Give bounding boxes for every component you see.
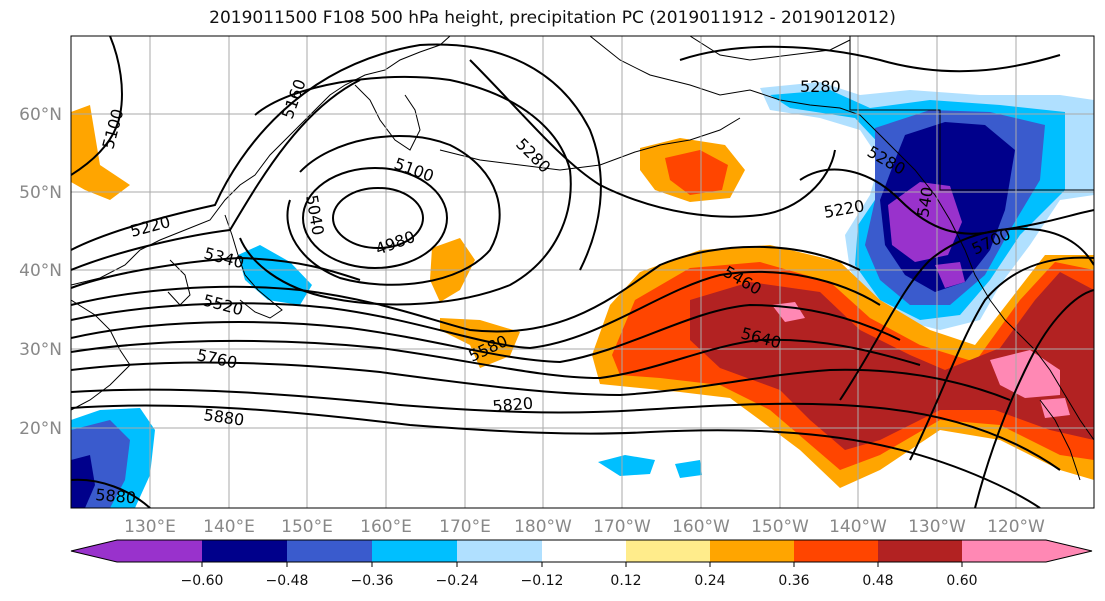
lon-label: 170°W — [593, 517, 651, 537]
lon-labels: 130°E 140°E 150°E 160°E 170°E 180°W 170°… — [124, 517, 1045, 537]
map-frame — [70, 35, 1095, 509]
shading-north-america-blue — [760, 82, 1094, 330]
contour-label: 5280 — [800, 77, 841, 96]
colorbar-swatch — [372, 540, 457, 562]
contour-5340 — [71, 256, 361, 289]
shading-band — [598, 455, 655, 476]
lon-label: 140°E — [203, 517, 255, 537]
contour-5460 — [71, 245, 861, 333]
contour-5880-south — [71, 478, 151, 508]
colorbar-tick-label: 0.48 — [862, 573, 893, 589]
contour-5100 — [286, 135, 501, 286]
colorbar-swatch — [287, 540, 372, 562]
contour-north-5280 — [679, 45, 1061, 73]
shading-hawaii-blue — [598, 455, 702, 478]
colorbar-tick-label: 0.36 — [778, 573, 809, 589]
contour-5220 — [71, 43, 602, 271]
colorbar-tick-label: −0.60 — [181, 573, 224, 589]
contour-label: 5880 — [95, 485, 137, 507]
lon-label: 120°W — [987, 517, 1045, 537]
contour-ridge-2 — [839, 227, 1094, 401]
lon-label: 170°E — [439, 517, 491, 537]
lon-label: 140°W — [829, 517, 887, 537]
lon-label: 160°W — [672, 517, 730, 537]
contour-5820 — [71, 388, 1061, 471]
shading-band — [675, 460, 702, 478]
coastline-kamchatka — [354, 84, 421, 151]
coastline-aleutians — [439, 117, 741, 171]
shading-band — [665, 150, 728, 195]
contour-5520 — [71, 270, 881, 350]
shading-subtropical-plume — [592, 245, 1094, 488]
colorbar-tick-label: 0.24 — [694, 573, 725, 589]
colorbar: −0.60 −0.48 −0.36 −0.24 −0.12 0.12 0.24 … — [70, 539, 1093, 589]
lon-label: 130°W — [908, 517, 966, 537]
shading-band — [935, 262, 965, 288]
coastline-japan — [224, 214, 283, 319]
contour-ridge-5700 — [799, 168, 1094, 235]
colorbar-swatch — [202, 540, 287, 562]
lat-labels: 60°N 50°N 40°N 30°N 20°N — [19, 105, 62, 439]
shading-band — [888, 182, 962, 262]
map-plot-area: 5100 5160 5100 5040 4980 5220 5340 5280 … — [71, 36, 1094, 508]
lon-label: 130°E — [124, 517, 176, 537]
lat-label: 60°N — [19, 105, 62, 125]
colorbar-tick-label: −0.48 — [266, 573, 309, 589]
colorbar-left-arrow — [71, 540, 117, 562]
contour-4980 — [332, 187, 424, 249]
shading-band — [71, 105, 130, 200]
shading-band — [71, 455, 95, 508]
colorbar-swatch — [542, 540, 626, 562]
lon-label: 160°E — [360, 517, 412, 537]
colorbar-swatch — [710, 540, 794, 562]
contour-5640 — [71, 338, 921, 380]
colorbar-outline — [70, 539, 1093, 563]
colorbar-swatch — [878, 540, 962, 562]
colorbar-tick-label: 0.60 — [946, 573, 977, 589]
coastline-baja — [1039, 399, 1081, 481]
colorbar-ticks — [201, 562, 963, 567]
lon-label: 180°W — [514, 517, 572, 537]
colorbar-right-arrow — [962, 540, 1092, 562]
contour-5100-west — [71, 36, 123, 176]
colorbar-tick-label: 0.12 — [610, 573, 641, 589]
contour-5280 — [71, 59, 836, 271]
contour-5880 — [71, 404, 1041, 508]
contour-ridge-3 — [909, 256, 1094, 461]
contour-5580 — [71, 303, 901, 364]
shading-band — [990, 350, 1060, 398]
colorbar-swatch — [626, 540, 710, 562]
coastline-china — [71, 299, 131, 411]
gridlines — [71, 36, 1094, 508]
contour-5760 — [71, 361, 1011, 401]
lat-label: 40°N — [19, 261, 62, 281]
contour-5040 — [302, 167, 448, 269]
map-title: 2019011500 F108 500 hPa height, precipit… — [209, 8, 896, 28]
lat-label: 20°N — [19, 419, 62, 439]
shading-aleutian-red — [640, 138, 745, 202]
colorbar-swatch — [117, 540, 202, 562]
lon-label: 150°E — [281, 517, 333, 537]
shading-northwest-orange — [71, 105, 130, 200]
contour-5160 — [239, 75, 572, 306]
contour-label: 5820 — [492, 394, 534, 416]
lon-label: 150°W — [751, 517, 809, 537]
contour-ridge-4 — [974, 289, 1094, 508]
shading-band — [1040, 398, 1070, 418]
colorbar-tick-label: −0.12 — [521, 573, 564, 589]
height-contours — [71, 36, 1094, 508]
colorbar-swatch — [457, 540, 542, 562]
colorbar-tick-label: −0.24 — [436, 573, 479, 589]
colorbar-swatch — [794, 540, 878, 562]
colorbar-tick-label: −0.36 — [351, 573, 394, 589]
lat-label: 50°N — [19, 183, 62, 203]
lat-label: 30°N — [19, 340, 62, 360]
